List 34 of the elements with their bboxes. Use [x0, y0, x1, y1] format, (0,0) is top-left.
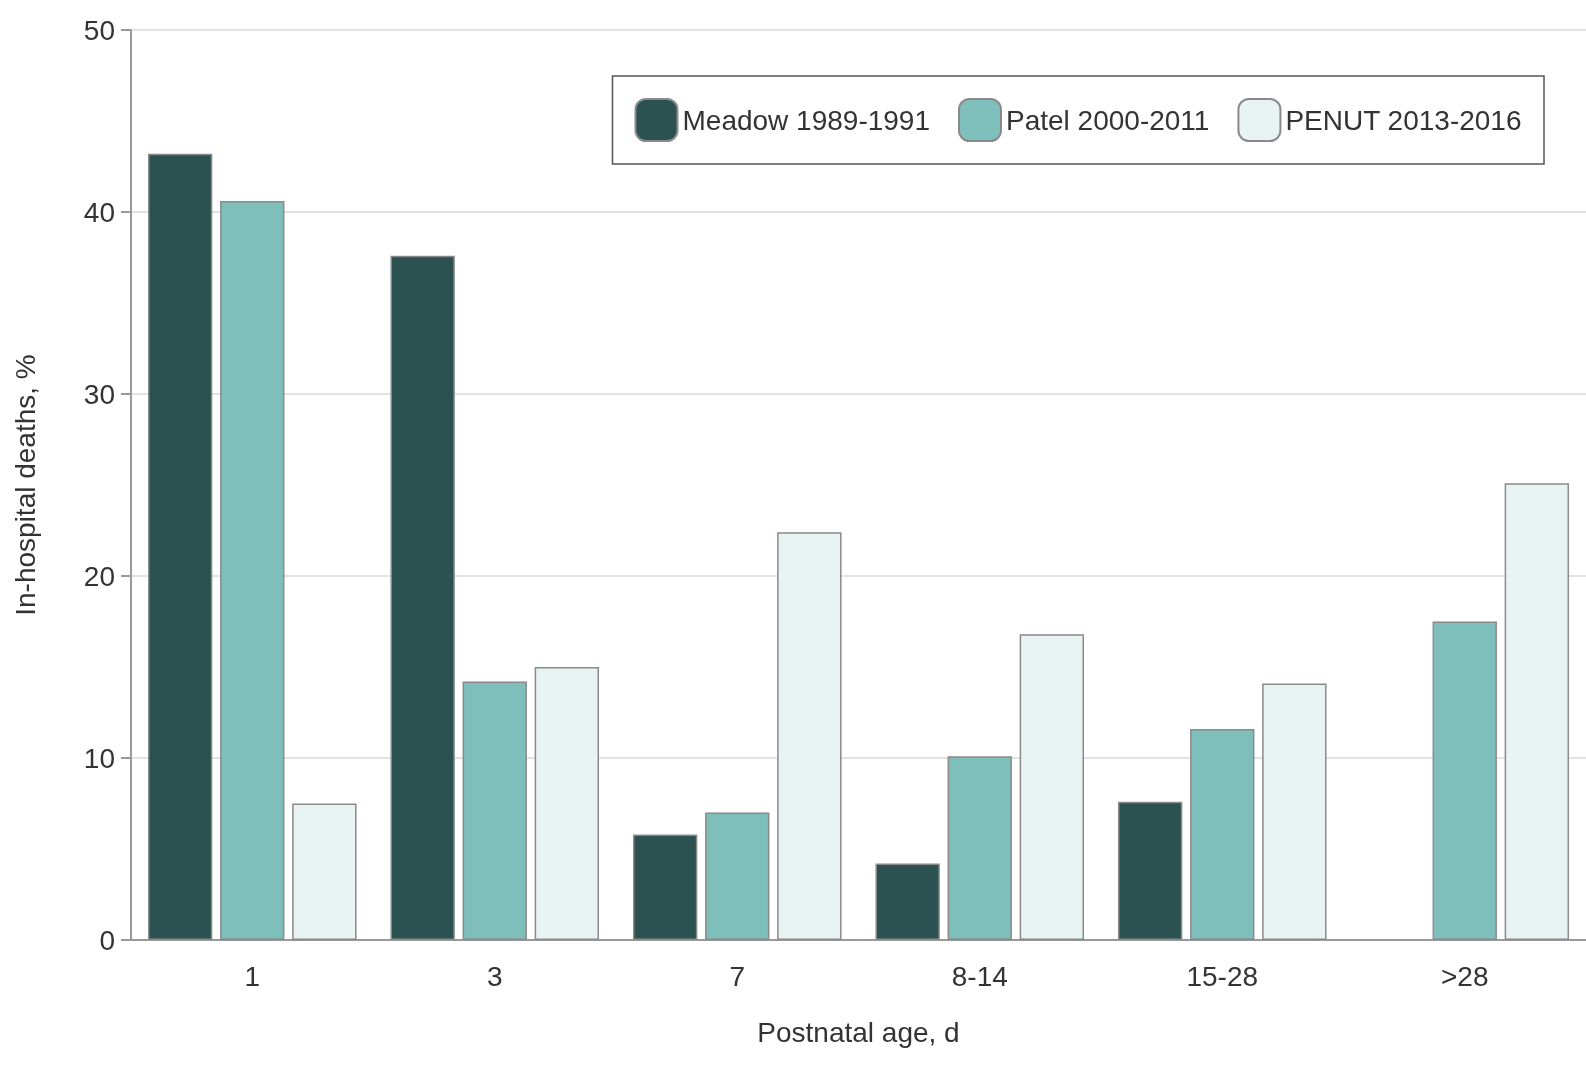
bar [632, 834, 698, 940]
y-tick-label: 0 [99, 924, 115, 956]
x-tick-label: 7 [729, 960, 746, 992]
bar [947, 756, 1012, 940]
x-tick-label: 15-28 [1186, 960, 1259, 992]
bar [1190, 728, 1255, 940]
bar [705, 812, 770, 940]
x-tick-label: 1 [244, 960, 261, 992]
x-axis-title: Postnatal age, d [757, 1016, 960, 1048]
y-tick-label: 50 [83, 14, 115, 46]
y-axis-title: In-hospital deaths, % [9, 354, 41, 616]
bar [1262, 683, 1327, 940]
bar [1504, 483, 1570, 940]
x-tick-label: 8-14 [951, 960, 1008, 992]
bar [1432, 621, 1497, 940]
bar [777, 532, 842, 940]
x-tick-label: >28 [1441, 960, 1489, 992]
bar [1019, 634, 1085, 940]
y-tick-label: 30 [83, 378, 115, 410]
bar [390, 255, 455, 940]
bar [875, 863, 940, 940]
bar [292, 803, 357, 940]
bar [462, 681, 527, 940]
bar [220, 201, 285, 940]
legend-label: Patel 2000-2011 [1006, 104, 1210, 136]
x-tick-label: 3 [486, 960, 503, 992]
y-tick-label: 40 [83, 196, 115, 228]
bar [147, 153, 213, 940]
legend-label: PENUT 2013-2016 [1285, 104, 1522, 136]
bar [1117, 801, 1183, 940]
y-tick-label: 20 [83, 560, 115, 592]
legend-label: Meadow 1989-1991 [682, 104, 930, 136]
y-tick-label: 10 [83, 742, 115, 774]
bar [534, 667, 600, 940]
